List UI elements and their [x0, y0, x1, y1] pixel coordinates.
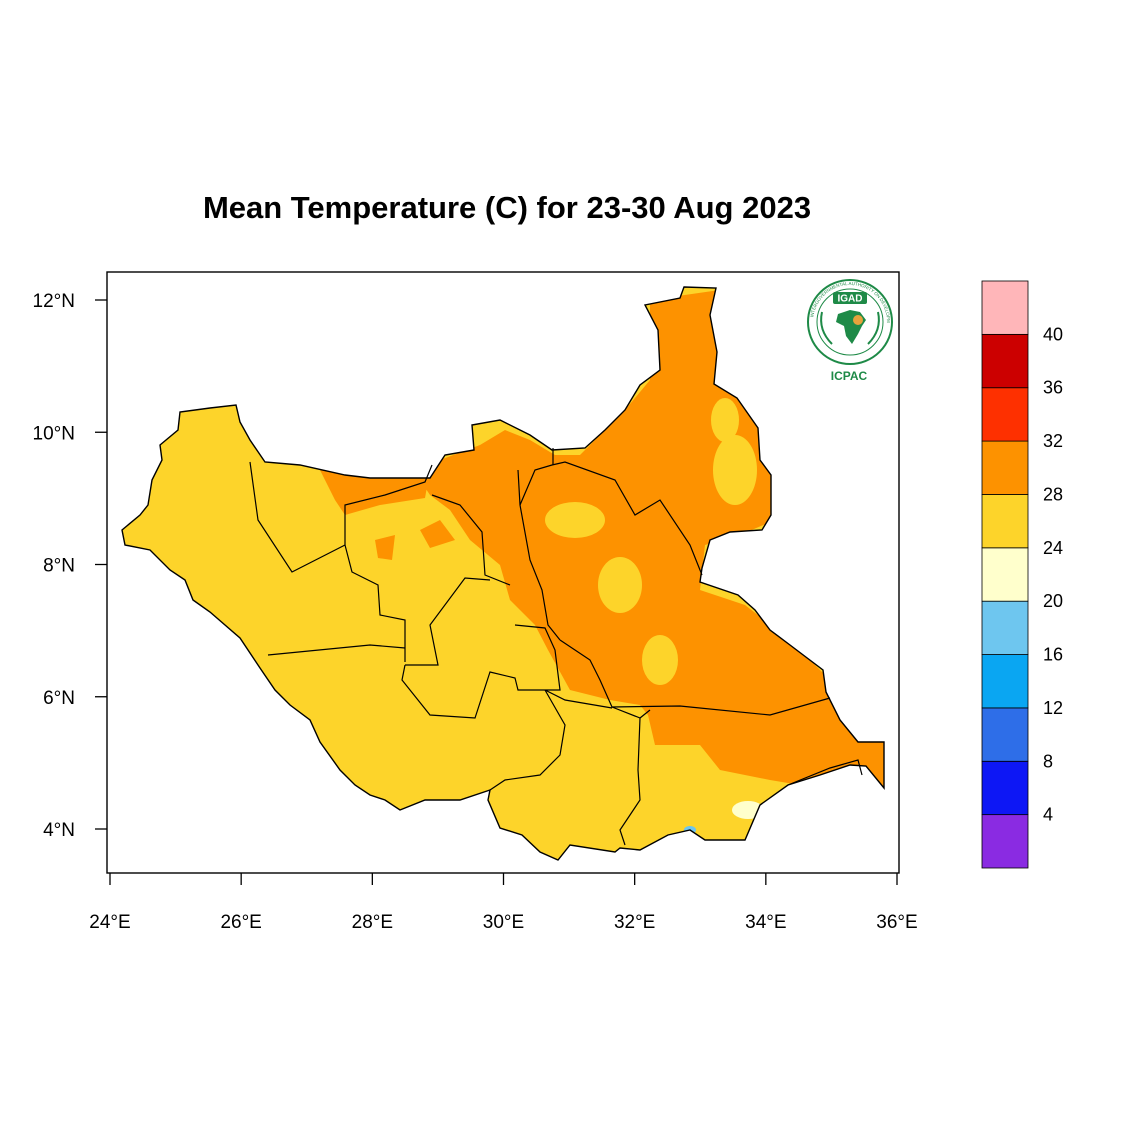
lat-axis: 4°N 6°N 8°N 10°N 12°N — [33, 291, 107, 841]
state-border-lakes-ces — [514, 624, 613, 709]
warm-patch-north — [713, 435, 757, 505]
colorbar-label-5: 24 — [1043, 538, 1063, 558]
colorbar-label-4: 20 — [1043, 591, 1063, 611]
colorbar-swatch-6 — [981, 494, 1029, 549]
state-border-upper-nile-jonglei — [519, 461, 703, 576]
lat-tick-label-2: 8°N — [43, 556, 75, 577]
colorbar-label-1: 8 — [1043, 751, 1053, 771]
map-title: Mean Temperature (C) for 23-30 Aug 2023 — [202, 190, 812, 225]
warm-patch-south — [642, 635, 678, 685]
colorbar-swatch-3 — [981, 654, 1029, 709]
colorbar-swatch-7 — [981, 440, 1029, 495]
state-border-warrap-lakes — [344, 544, 406, 662]
lon-axis: 24°E 26°E 28°E 30°E 32°E 34°E 36°E — [89, 873, 918, 933]
igad-logo: INTERGOVERNMENTAL AUTHORITY ON DEVELOPME… — [807, 279, 893, 365]
state-border-nbg-warrap — [344, 464, 433, 545]
state-border-wbg-wes — [267, 644, 406, 656]
hot-zone-north — [375, 520, 455, 560]
colorbar-swatch-1 — [981, 760, 1029, 816]
lon-tick-label-3: 30°E — [483, 912, 524, 933]
logo-inner-ring — [816, 288, 884, 356]
colorbar-label-3: 16 — [1043, 645, 1063, 665]
colorbar-label-8: 36 — [1043, 378, 1063, 398]
lat-tick-label-3: 10°N — [33, 423, 75, 444]
colorbar-swatch-4 — [981, 600, 1029, 655]
colorbar-label-0: 4 — [1043, 805, 1053, 825]
lon-tick-label-5: 34°E — [745, 912, 786, 933]
laurel-left-icon — [820, 311, 833, 345]
lon-tick-label-1: 26°E — [220, 912, 261, 933]
colorbar-swatch-10 — [981, 280, 1029, 335]
igad-region-icon — [853, 315, 863, 325]
country-border — [121, 286, 885, 861]
laurel-right-icon — [867, 311, 880, 345]
lon-tick-label-2: 28°E — [352, 912, 393, 933]
colorbar-label-7: 32 — [1043, 431, 1063, 451]
state-border-ces-wes — [489, 689, 566, 791]
logo-label-bg — [833, 292, 867, 304]
state-border-wbg-nbg — [249, 461, 346, 573]
lat-tick-label-4: 12°N — [33, 291, 75, 312]
lon-tick-label-0: 24°E — [89, 912, 130, 933]
lon-tick-label-4: 32°E — [614, 912, 655, 933]
state-borders — [249, 448, 863, 846]
colorbar-label-6: 28 — [1043, 484, 1063, 504]
state-border-ilemi — [787, 759, 863, 786]
state-border-unity-lakes — [405, 577, 491, 666]
lat-tick-label-0: 4°N — [43, 820, 75, 841]
colorbar: 4 8 12 16 20 24 28 32 36 40 — [981, 280, 1063, 869]
colorbar-swatch-5 — [981, 547, 1029, 602]
warm-patch-center2 — [598, 557, 642, 613]
logo-org: ICPAC — [831, 369, 868, 383]
colorbar-swatch-8 — [981, 387, 1029, 442]
state-border-ees-south — [639, 709, 651, 719]
colorbar-label-9: 40 — [1043, 324, 1063, 344]
state-border-lakes-wes — [401, 664, 545, 719]
warm-patch-center — [545, 502, 605, 538]
colorbar-label-2: 12 — [1043, 698, 1063, 718]
state-border-warrap-unity — [431, 494, 511, 586]
lon-tick-label-6: 36°E — [876, 912, 917, 933]
logo-name: IGAD — [838, 294, 863, 305]
state-border-unity-jonglei — [517, 469, 561, 641]
colorbar-swatch-9 — [981, 333, 1029, 389]
hot-zone-28-32 — [420, 290, 884, 790]
colorbar-swatch-2 — [981, 707, 1029, 762]
colorbar-swatch-0 — [981, 814, 1029, 869]
state-border-ces-ees — [611, 706, 641, 846]
lat-tick-label-1: 6°N — [43, 688, 75, 709]
warm-patch-east — [711, 398, 739, 442]
